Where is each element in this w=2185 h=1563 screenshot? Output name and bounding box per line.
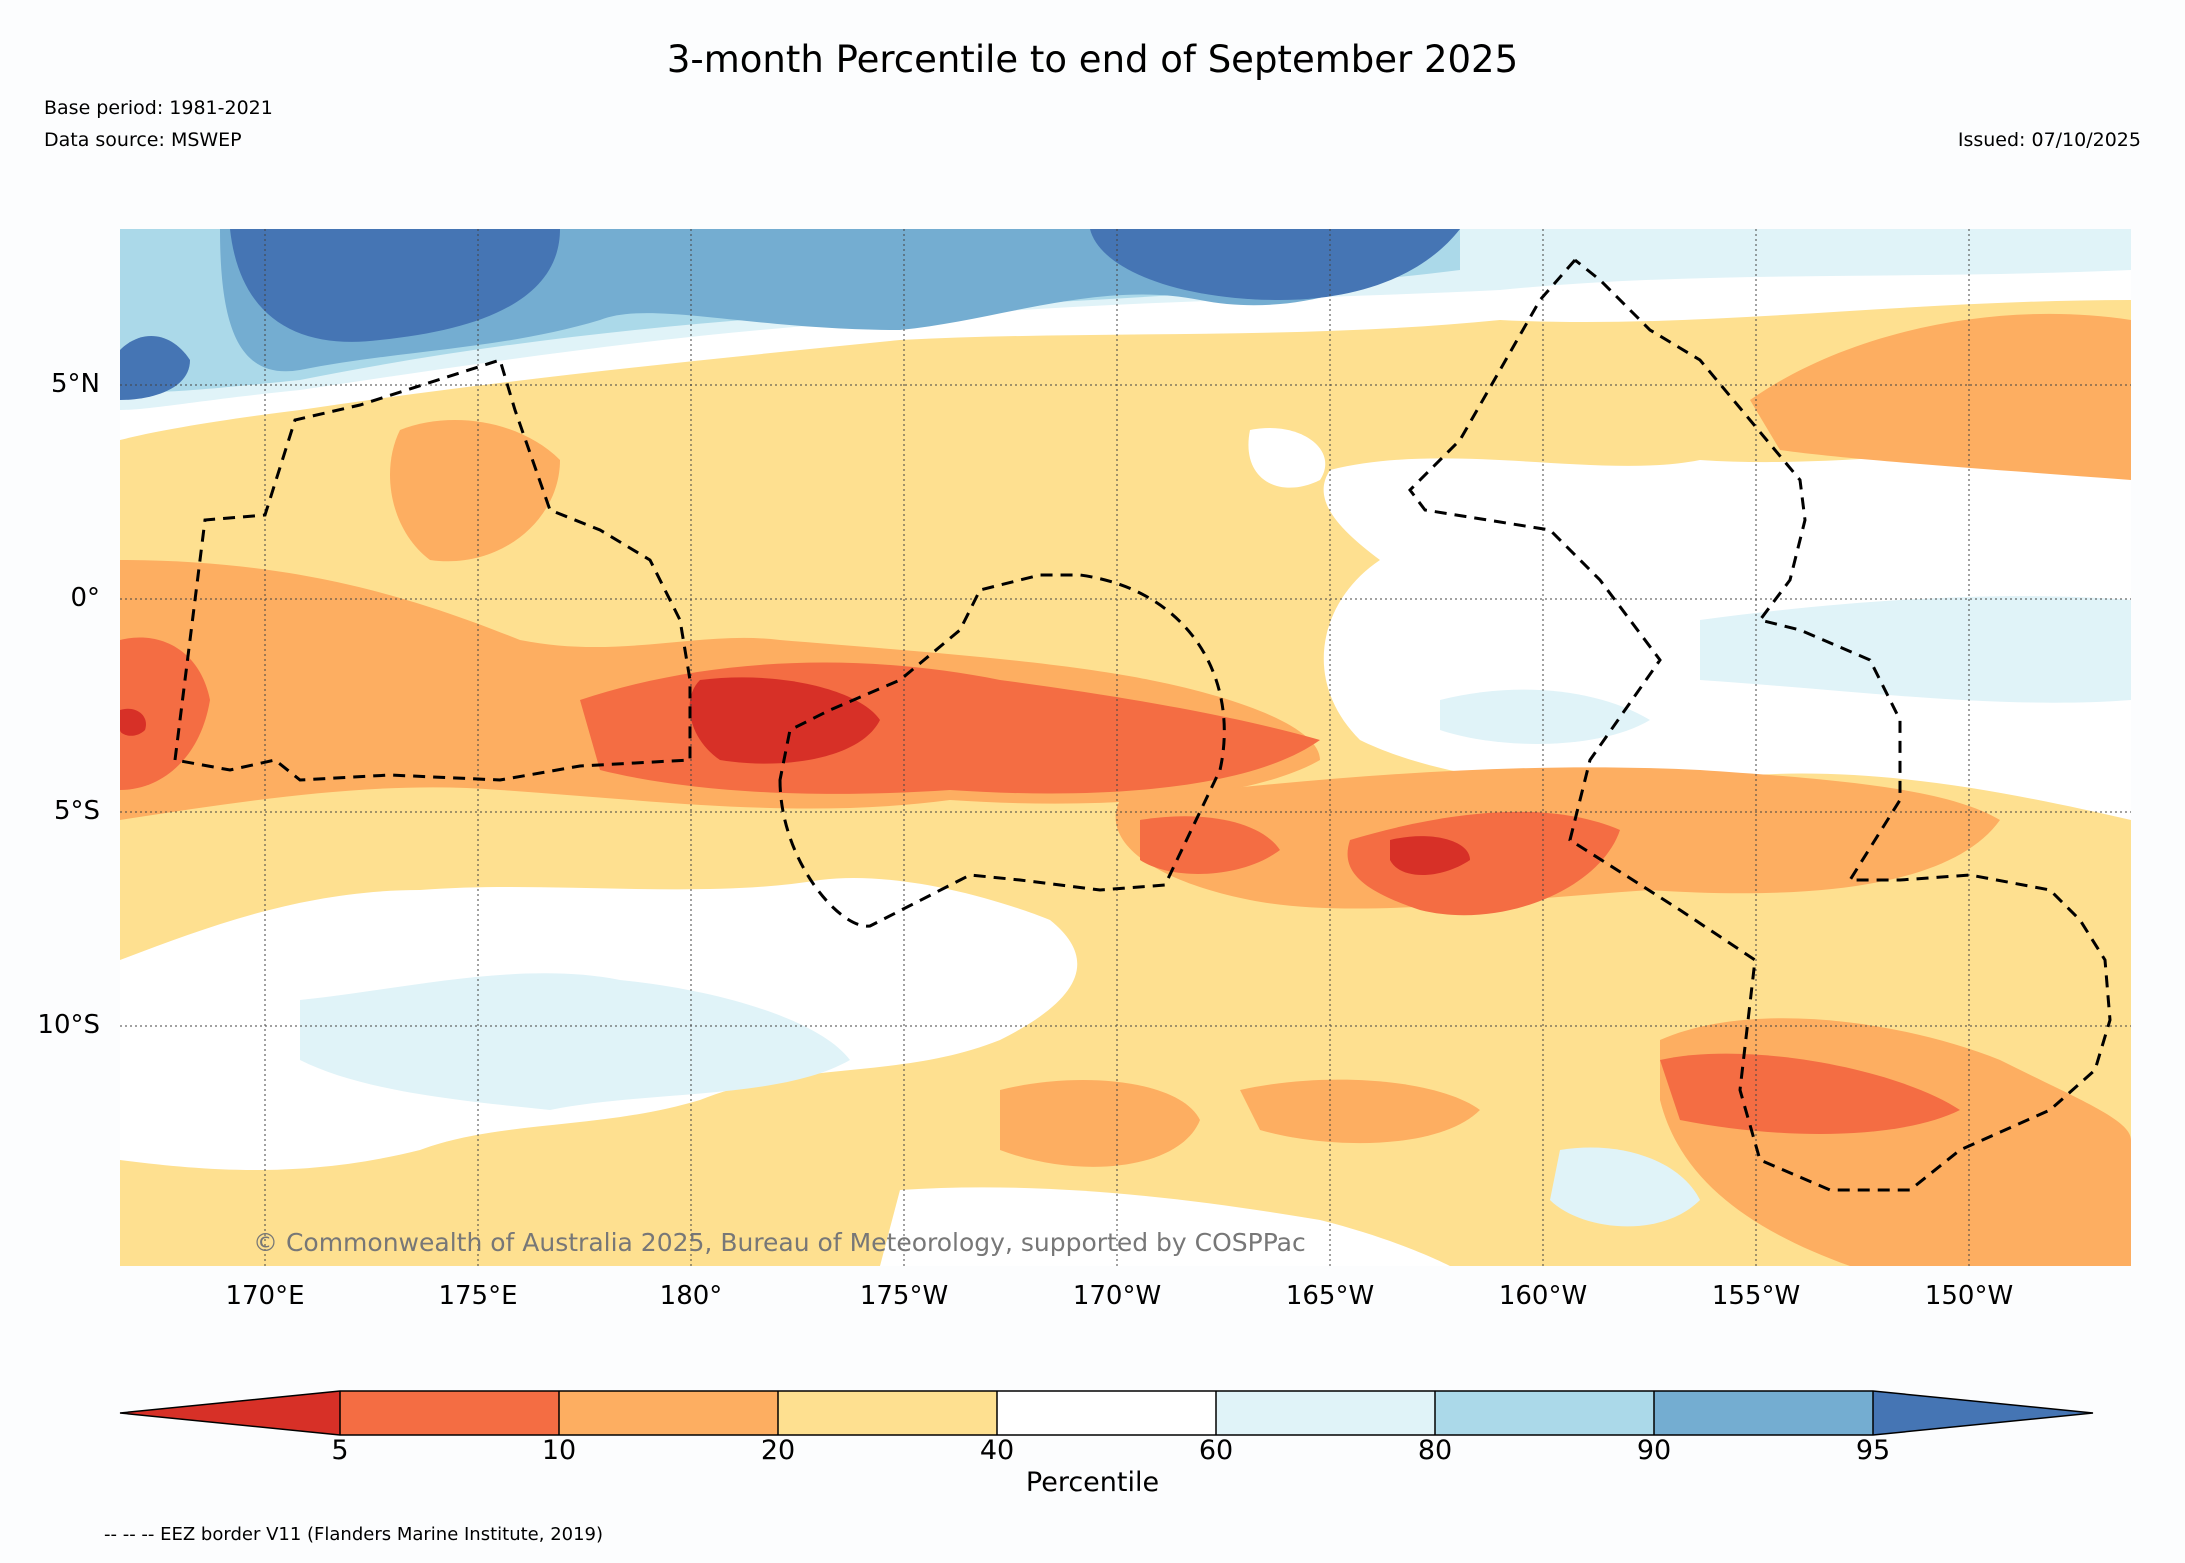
eez-borders <box>173 258 2112 1192</box>
field-near-normal-south <box>880 1187 1450 1266</box>
data-source: Data source: MSWEP <box>44 129 242 151</box>
copyright-credit: © Commonwealth of Australia 2025, Bureau… <box>253 1228 1306 1257</box>
colorbar-tick-5: 5 <box>331 1435 349 1466</box>
lat-label-5n: 5°N <box>51 369 100 399</box>
field-extreme-wet-1 <box>230 229 560 342</box>
colorbar-extend-low <box>120 1391 340 1435</box>
colorbar-tick-95: 95 <box>1855 1435 1891 1466</box>
base-period: Base period: 1981-2021 <box>44 97 273 119</box>
field-dry-south <box>1000 1080 1200 1167</box>
colorbar-extend-high <box>1873 1391 2093 1435</box>
colorbar-tick-20: 20 <box>760 1435 796 1466</box>
colorbar-tick-40: 40 <box>979 1435 1015 1466</box>
precip-percentile-field <box>120 229 2131 1266</box>
colorbar-segment-90-95 <box>1654 1391 1873 1435</box>
colorbar-tick-10: 10 <box>541 1435 577 1466</box>
graticule <box>120 229 2131 1266</box>
lon-label-175e: 175°E <box>438 1281 518 1311</box>
field-wet-east <box>1700 596 2131 703</box>
colorbar-tick-90: 90 <box>1636 1435 1672 1466</box>
field-extreme-wet-2 <box>1090 229 1460 300</box>
colorbar-segment-20-40 <box>778 1391 997 1435</box>
field-extreme-wet-3 <box>120 336 190 400</box>
colorbar-tick-80: 80 <box>1417 1435 1453 1466</box>
lon-label-175w: 175°W <box>859 1281 949 1311</box>
eez-border-2 <box>778 573 1226 928</box>
lon-label-150w: 150°W <box>1924 1281 2014 1311</box>
lon-label-165w: 165°W <box>1285 1281 1375 1311</box>
colorbar-tick-60: 60 <box>1198 1435 1234 1466</box>
lat-label-5s: 5°S <box>53 796 100 826</box>
colorbar-segment-60-80 <box>1216 1391 1435 1435</box>
field-extreme-dry-2 <box>1390 836 1470 875</box>
colorbar-segment-40-60 <box>997 1391 1216 1435</box>
lon-label-180: 180° <box>659 1281 723 1311</box>
field-dry-nw <box>390 420 560 562</box>
field-dry-ne <box>1750 313 2131 480</box>
colorbar-segment-10-20 <box>559 1391 778 1435</box>
colorbar-label: Percentile <box>1025 1467 1160 1498</box>
eez-border-1 <box>173 358 692 782</box>
issued-date: Issued: 07/10/2025 <box>1957 129 2141 151</box>
map-title: 3-month Percentile to end of September 2… <box>666 38 1519 81</box>
lon-label-170e: 170°E <box>225 1281 305 1311</box>
field-wet-east-2 <box>1440 689 1650 744</box>
lon-label-155w: 155°W <box>1711 1281 1801 1311</box>
field-wet-sw <box>300 973 850 1110</box>
eez-border-3 <box>1408 258 2112 1192</box>
field-near-normal-spot <box>1248 428 1326 488</box>
field-dry-south-2 <box>1240 1079 1480 1144</box>
field-wet-south <box>1550 1147 1700 1227</box>
field-extreme-dry-1 <box>689 677 880 764</box>
colorbar-segment-5-10 <box>340 1391 559 1435</box>
colorbar-segment-80-90 <box>1435 1391 1654 1435</box>
field-very-dry-se <box>1660 1053 1960 1134</box>
field-extreme-dry-3 <box>120 708 146 736</box>
lat-label-10s: 10°S <box>37 1010 100 1040</box>
lat-label-0: 0° <box>70 583 100 613</box>
lon-label-170w: 170°W <box>1072 1281 1162 1311</box>
lon-label-160w: 160°W <box>1498 1281 1588 1311</box>
eez-legend-note: -- -- -- EEZ border V11 (Flanders Marine… <box>104 1524 604 1545</box>
field-very-dry-east-2 <box>1140 816 1280 874</box>
field-very-dry-west <box>120 637 210 790</box>
colorbar <box>119 1390 2094 1436</box>
